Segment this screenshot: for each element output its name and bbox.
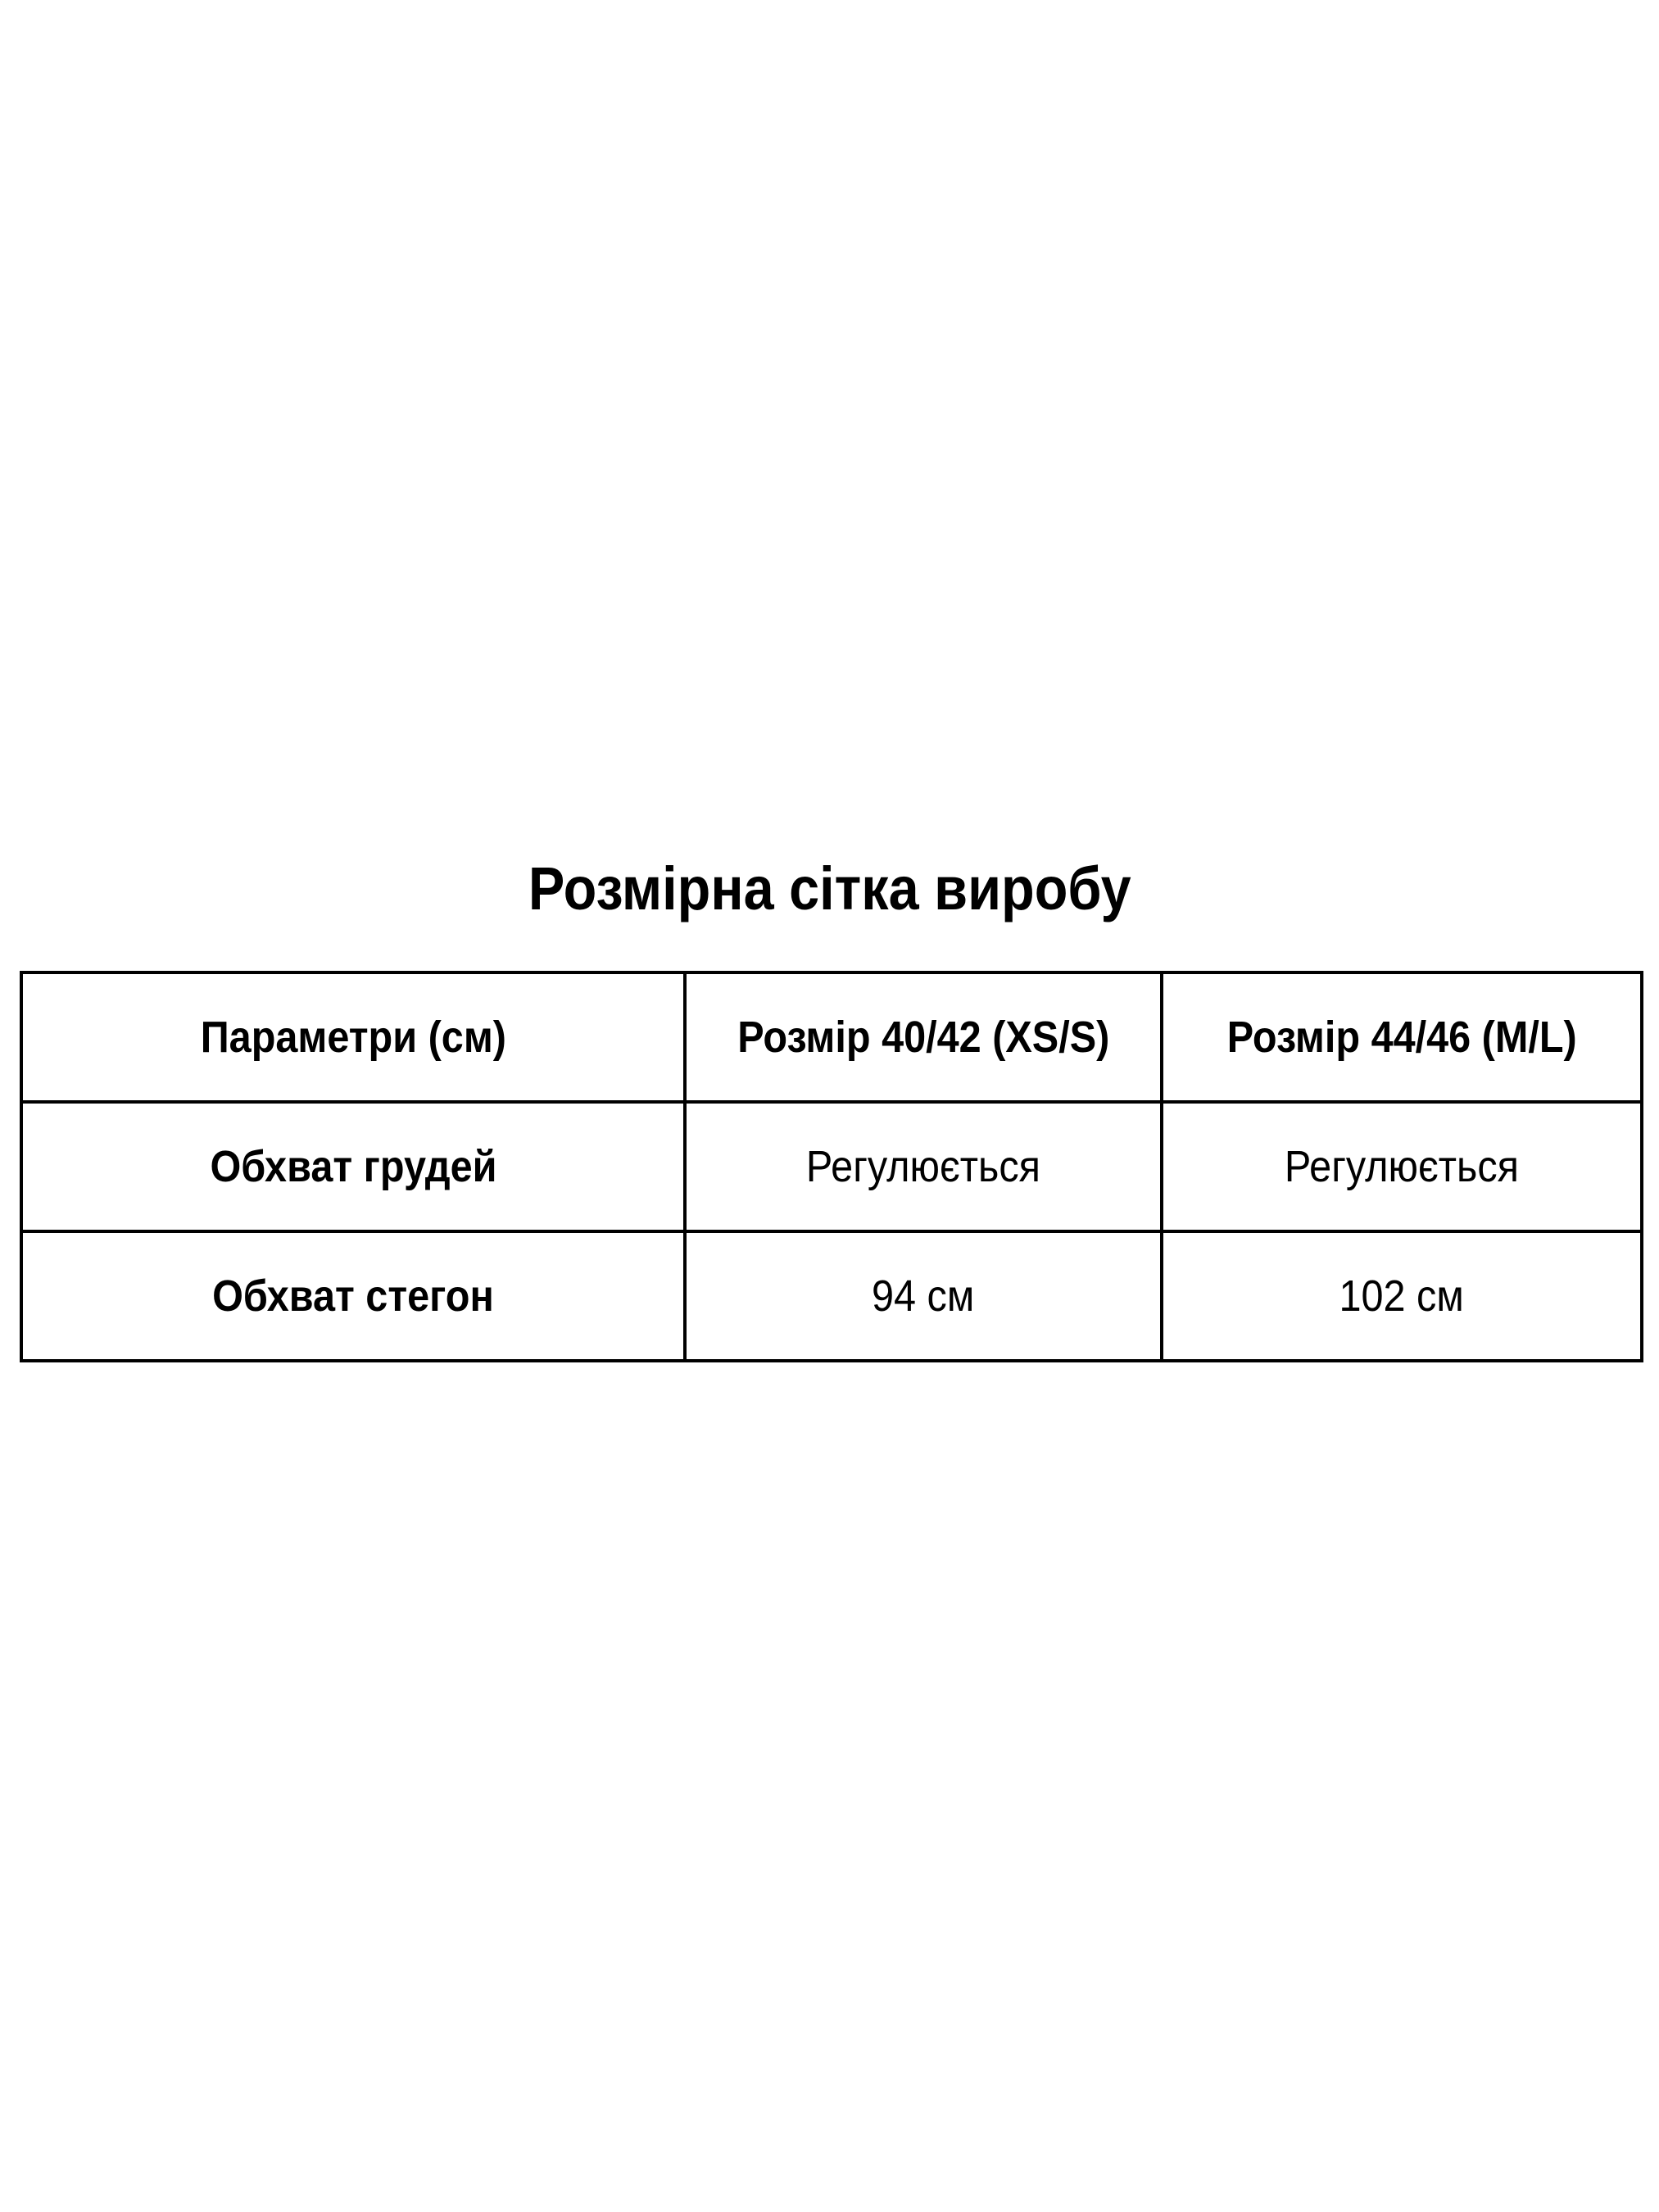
header-parameters: Параметри (см) — [200, 1013, 506, 1062]
cell-text: Обхват стегон — [212, 1271, 494, 1321]
table-row: Обхват грудей Регулюється Регулюється — [20, 1100, 1643, 1233]
table-row: Обхват стегон 94 см 102 см — [20, 1230, 1643, 1362]
header-size-m-l: Розмір 44/46 (M/L) — [1226, 1013, 1577, 1062]
header-cell: Параметри (см) — [20, 971, 687, 1104]
row-label: Обхват грудей — [20, 1100, 687, 1233]
cell-text: Регулюється — [805, 1142, 1041, 1191]
page-title: Розмірна сітка виробу — [0, 852, 1659, 926]
cell-text: 102 см — [1339, 1271, 1465, 1321]
cell-text: Обхват грудей — [209, 1142, 497, 1191]
table-cell: 102 см — [1160, 1230, 1643, 1362]
header-cell: Розмір 44/46 (M/L) — [1160, 971, 1643, 1104]
header-cell: Розмір 40/42 (XS/S) — [683, 971, 1163, 1104]
row-label: Обхват стегон — [20, 1230, 687, 1362]
table-cell: 94 см — [683, 1230, 1163, 1362]
cell-text: 94 см — [872, 1271, 975, 1321]
header-size-xs-s: Розмір 40/42 (XS/S) — [737, 1013, 1110, 1062]
size-chart-table: Параметри (см) Розмір 40/42 (XS/S) Розмі… — [20, 971, 1643, 1362]
title-text: Розмірна сітка виробу — [528, 854, 1131, 922]
table-cell: Регулюється — [1160, 1100, 1643, 1233]
cell-text: Регулюється — [1284, 1142, 1520, 1191]
table-cell: Регулюється — [683, 1100, 1163, 1233]
table-header-row: Параметри (см) Розмір 40/42 (XS/S) Розмі… — [20, 971, 1643, 1104]
